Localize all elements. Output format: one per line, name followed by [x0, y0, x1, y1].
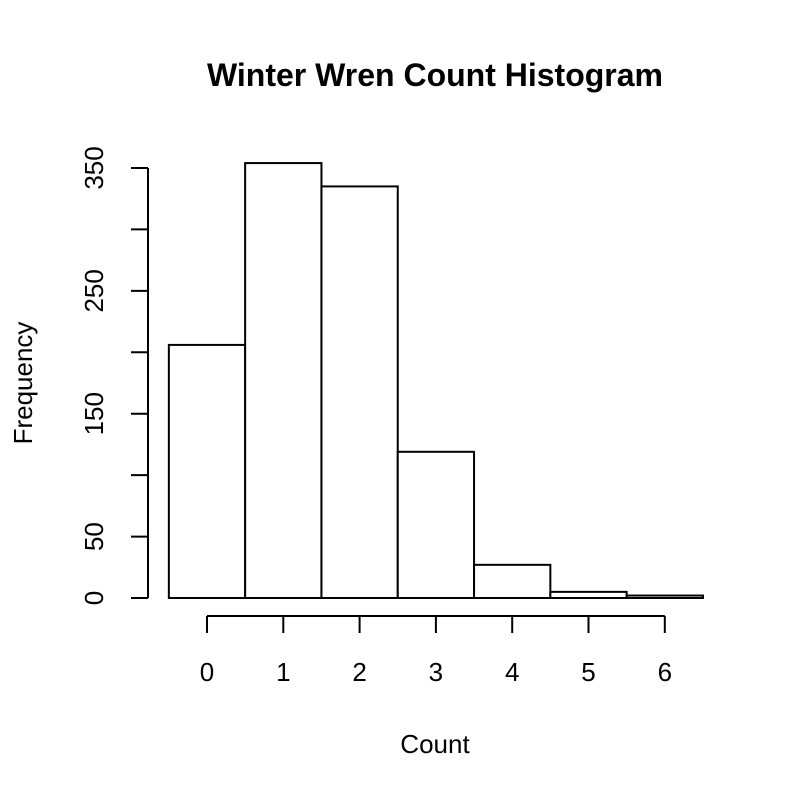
histogram-bar: [244, 162, 323, 600]
x-axis: 0 1 2 3 4 5 6: [200, 615, 672, 687]
x-tick-label: 6: [658, 657, 672, 687]
histogram-bar: [320, 185, 399, 599]
x-tick-label: 2: [352, 657, 366, 687]
y-axis-label: Frequency: [8, 322, 38, 445]
chart-title: Winter Wren Count Histogram: [207, 57, 663, 93]
x-tick-label: 0: [200, 657, 214, 687]
histogram-bar: [396, 450, 476, 599]
y-tick-label: 250: [79, 269, 109, 312]
histogram-bar: [625, 594, 704, 599]
y-tick-label: 50: [79, 522, 109, 551]
y-tick-label: 0: [79, 591, 109, 605]
bars-group: [167, 162, 704, 600]
histogram-bar: [167, 343, 247, 599]
x-tick-label: 3: [429, 657, 443, 687]
x-axis-label: Count: [400, 729, 470, 759]
y-tick-label: 150: [79, 392, 109, 435]
x-tick-label: 4: [505, 657, 519, 687]
histogram-bar: [473, 563, 552, 600]
x-tick-label: 5: [581, 657, 595, 687]
y-tick-label: 350: [79, 146, 109, 189]
y-axis: 0 50 150 250 350: [79, 146, 149, 605]
histogram-bar: [549, 590, 628, 599]
x-tick-label: 1: [276, 657, 290, 687]
